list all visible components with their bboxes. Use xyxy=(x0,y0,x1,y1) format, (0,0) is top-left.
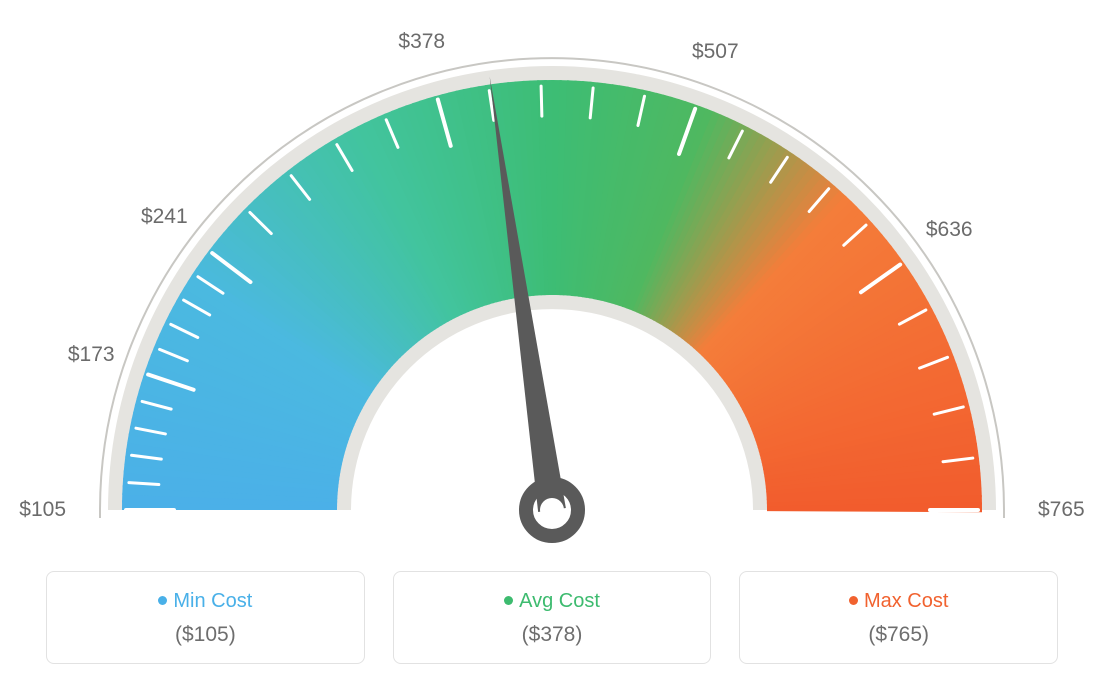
max-cost-value: ($765) xyxy=(750,623,1047,647)
summary-cards: Min Cost ($105) Avg Cost ($378) Max Cost… xyxy=(46,571,1058,664)
max-cost-title: Max Cost xyxy=(750,590,1047,613)
gauge-svg xyxy=(0,0,1104,560)
gauge-tick-label: $173 xyxy=(68,343,115,367)
avg-cost-title: Avg Cost xyxy=(404,590,701,613)
max-cost-card: Max Cost ($765) xyxy=(739,571,1058,664)
min-cost-value: ($105) xyxy=(57,623,354,647)
gauge-tick-label: $636 xyxy=(926,218,973,242)
min-dot-icon xyxy=(158,596,167,605)
gauge-tick-label: $241 xyxy=(141,205,188,229)
min-cost-title: Min Cost xyxy=(57,590,354,613)
avg-cost-value: ($378) xyxy=(404,623,701,647)
gauge-tick-label: $765 xyxy=(1038,498,1085,522)
gauge-tick-label: $378 xyxy=(398,30,445,54)
min-cost-card: Min Cost ($105) xyxy=(46,571,365,664)
gauge-area: $105 $173 $241 $378 $507 $636 $765 xyxy=(0,0,1104,560)
avg-cost-label: Avg Cost xyxy=(519,590,600,612)
avg-dot-icon xyxy=(504,596,513,605)
gauge-tick-label: $507 xyxy=(692,40,739,64)
max-dot-icon xyxy=(849,596,858,605)
gauge-tick-label: $105 xyxy=(19,498,66,522)
max-cost-label: Max Cost xyxy=(864,590,948,612)
cost-gauge-chart: $105 $173 $241 $378 $507 $636 $765 Min Cost ($… xyxy=(0,0,1104,690)
min-cost-label: Min Cost xyxy=(173,590,252,612)
avg-cost-card: Avg Cost ($378) xyxy=(393,571,712,664)
